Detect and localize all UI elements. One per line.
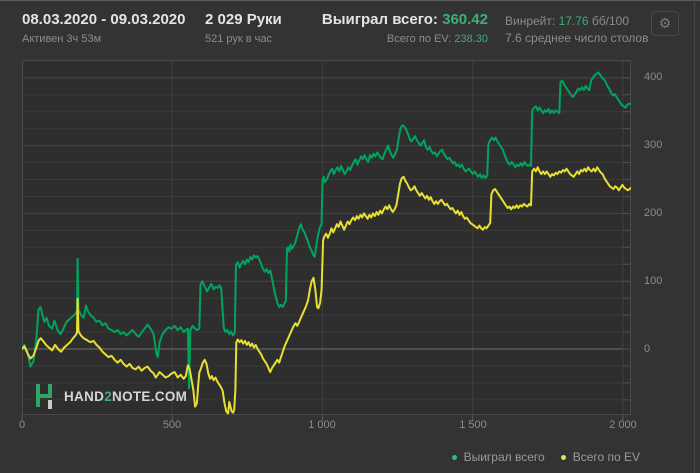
y-axis-tick-400: 400 — [644, 71, 663, 83]
chart-canvas — [21, 60, 631, 421]
y-axis-tick-100: 100 — [644, 275, 663, 287]
legend-dot-won-icon — [451, 454, 457, 460]
panel-right-edge — [694, 0, 695, 473]
y-axis-tick-0: 0 — [644, 343, 651, 355]
legend-item-ev[interactable]: Всего по EV — [560, 450, 640, 464]
ev-total: Всего по EV: 238.30 — [387, 33, 488, 45]
legend-item-won[interactable]: Выиграл всего — [451, 450, 545, 464]
winrate-units: бб/100 — [588, 14, 630, 28]
winnings-graph-plot[interactable] — [21, 60, 631, 421]
hands-per-hour: 521 рук в час — [205, 33, 273, 45]
x-axis-tick-500: 500 — [162, 419, 182, 431]
window-top-edge — [0, 0, 700, 1]
avg-tables: 7.6 среднее число столов — [505, 31, 649, 45]
chart-legend: Выиграл всего Всего по EV — [451, 450, 640, 464]
winrate-label: Винрейт: — [505, 14, 559, 28]
winrate-value: 17.76 — [558, 14, 589, 28]
ev-total-value: 238.30 — [454, 33, 488, 45]
gear-icon: ⚙ — [658, 15, 672, 31]
won-total-value: 360.42 — [442, 11, 488, 28]
ev-total-label: Всего по EV: — [386, 33, 455, 45]
active-time: Активен 3ч 53м — [22, 33, 102, 45]
won-total-label: Выиграл всего: — [321, 11, 443, 28]
x-axis-tick-2000: 2 000 — [609, 419, 637, 431]
hand2note-logo-text: HAND2NOTE.COM — [64, 389, 188, 404]
won-total: Выиграл всего: 360.42 — [322, 11, 488, 28]
hands-total: 2 029 Руки — [205, 11, 282, 28]
hand2note-logo: HAND2NOTE.COM — [36, 383, 187, 410]
y-axis-tick-200: 200 — [644, 207, 663, 219]
x-axis-tick-1000: 1 000 — [308, 419, 336, 431]
legend-label-won: Выиграл всего — [463, 450, 545, 464]
winrate: Винрейт: 17.76 бб/100 — [505, 14, 629, 28]
x-axis-tick-1500: 1 500 — [459, 419, 487, 431]
legend-label-ev: Всего по EV — [572, 450, 640, 464]
legend-dot-ev-icon — [560, 454, 566, 460]
y-axis-tick-300: 300 — [644, 139, 663, 151]
hand2note-logo-icon — [36, 383, 56, 410]
date-range: 08.03.2020 - 09.03.2020 — [22, 11, 186, 28]
settings-button[interactable]: ⚙ — [651, 11, 679, 36]
x-axis-tick-0: 0 — [18, 419, 26, 431]
